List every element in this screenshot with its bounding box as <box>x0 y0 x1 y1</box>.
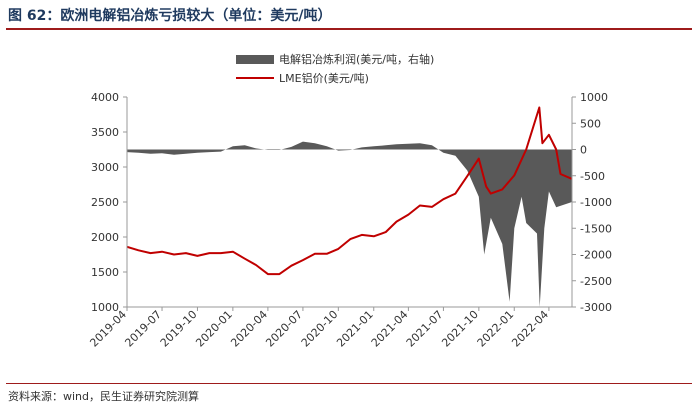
legend-label-price: LME铝价(美元/吨) <box>279 71 369 85</box>
x-tick-label: 2021-07 <box>404 308 446 350</box>
right-tick-label: -2500 <box>580 275 612 288</box>
legend-label-profit: 电解铝冶炼利润(美元/吨，右轴) <box>279 52 434 66</box>
right-tick-label: -2000 <box>580 249 612 262</box>
source-note: 资料来源：wind，民生证券研究院测算 <box>8 390 200 403</box>
left-tick-label: 1000 <box>91 301 119 314</box>
x-tick-label: 2021-01 <box>334 308 376 350</box>
x-tick-label: 2019-07 <box>122 308 164 350</box>
left-tick-label: 3500 <box>91 126 119 139</box>
x-tick-label: 2019-10 <box>158 308 200 350</box>
right-tick-label: -500 <box>580 170 605 183</box>
left-tick-label: 1500 <box>91 266 119 279</box>
x-tick-label: 2022-01 <box>475 308 517 350</box>
title-divider <box>6 28 692 30</box>
footer-divider <box>6 383 692 384</box>
plot-area: 1000 1500 2000 2500 3000 3500 4000 -3000 -2500 -2… <box>87 91 612 350</box>
x-tick-label: 2022-04 <box>509 308 551 350</box>
x-tick-label: 2020-07 <box>263 308 305 350</box>
profit-area-series <box>127 141 572 307</box>
x-tick-label: 2019-04 <box>87 308 129 350</box>
right-tick-label: 0 <box>580 144 587 157</box>
left-tick-label: 4000 <box>91 91 119 104</box>
price-line-series <box>126 106 573 276</box>
chart-legend: 电解铝冶炼利润(美元/吨，右轴) LME铝价(美元/吨) <box>236 52 434 85</box>
right-tick-label: -1000 <box>580 196 612 209</box>
x-tick-label: 2020-01 <box>193 308 235 350</box>
right-tick-label: -3000 <box>580 301 612 314</box>
left-tick-label: 2000 <box>91 231 119 244</box>
x-tick-label: 2021-10 <box>439 308 481 350</box>
x-tick-label: 2020-10 <box>299 308 341 350</box>
legend-swatch-profit <box>236 55 274 64</box>
profit-price-chart: 电解铝冶炼利润(美元/吨，右轴) LME铝价(美元/吨) 1000 1500 200… <box>87 52 612 350</box>
left-tick-label: 3000 <box>91 161 119 174</box>
left-tick-label: 2500 <box>91 196 119 209</box>
x-tick-label: 2020-04 <box>228 308 270 350</box>
right-tick-label: 1000 <box>580 91 608 104</box>
x-tick-label: 2021-04 <box>369 308 411 350</box>
figure-title: 图 62：欧洲电解铝冶炼亏损较大（单位：美元/吨） <box>8 8 332 24</box>
right-tick-label: -1500 <box>580 222 612 235</box>
right-tick-label: 500 <box>580 117 601 130</box>
